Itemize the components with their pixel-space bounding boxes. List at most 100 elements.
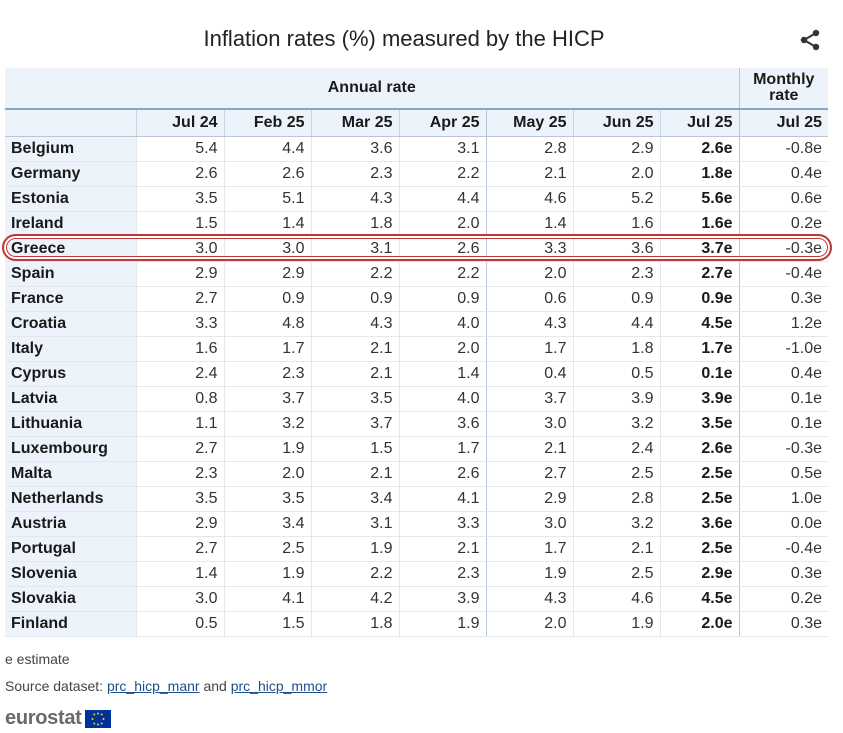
hicp-table: Annual rate Monthly rate Jul 24 Feb 25 Mar… — [5, 68, 829, 637]
country-name: Lithuania — [5, 411, 136, 437]
column-header-2: Mar 25 — [310, 109, 399, 137]
table-cell: 2.2 — [398, 161, 486, 187]
table-cell: 3.5 — [135, 486, 224, 512]
country-name: Spain — [5, 261, 136, 287]
country-name: Portugal — [5, 536, 136, 562]
table-cell: 2.0 — [485, 611, 573, 637]
table-cell: 1.8 — [572, 336, 660, 362]
table-cell: 4.3 — [310, 311, 399, 337]
table-row: Austria 2.9 3.4 3.1 3.3 3.0 3.2 3.6e 0.0e — [5, 511, 829, 537]
table-cell: 1.8 — [310, 211, 399, 237]
table-cell: 3.1 — [310, 511, 399, 537]
table-cell: 5.6e — [659, 186, 740, 212]
table-cell: 3.3 — [398, 511, 486, 537]
table-cell: 4.6 — [572, 586, 660, 612]
table-cell: 2.2 — [398, 261, 486, 287]
table-cell: 2.3 — [398, 561, 486, 587]
table-cell: 1.7 — [398, 436, 486, 462]
table-cell: 1.8e — [659, 161, 740, 187]
table-row: Latvia 0.8 3.7 3.5 4.0 3.7 3.9 3.9e 0.1e — [5, 386, 829, 412]
country-name: Austria — [5, 511, 136, 537]
table-cell: 2.0 — [223, 461, 311, 487]
table-cell: 2.2 — [310, 561, 399, 587]
table-cell: 2.5e — [659, 486, 740, 512]
table-cell: 2.6e — [659, 136, 740, 162]
table-cell: 3.0 — [135, 586, 224, 612]
table-cell: 3.6 — [310, 136, 399, 162]
table-cell: 3.9 — [398, 586, 486, 612]
column-header-1: Feb 25 — [223, 109, 311, 137]
country-name: Slovenia — [5, 561, 136, 587]
table-cell: 3.1 — [398, 136, 486, 162]
table-cell: 2.0 — [398, 336, 486, 362]
footnote: e estimate — [5, 651, 70, 667]
table-cell: 0.6 — [485, 286, 573, 312]
table-cell: 3.5 — [223, 486, 311, 512]
table-cell: 0.9e — [659, 286, 740, 312]
table-cell: 2.4 — [135, 361, 224, 387]
table-cell: -0.3e — [738, 236, 829, 262]
table-cell: -1.0e — [738, 336, 829, 362]
table-row: Luxembourg 2.7 1.9 1.5 1.7 2.1 2.4 2.6e -0.3e — [5, 436, 829, 462]
country-name: Germany — [5, 161, 136, 187]
table-cell: 1.1 — [135, 411, 224, 437]
table-cell: 0.5e — [738, 461, 829, 487]
table-cell: 3.2 — [223, 411, 311, 437]
table-row: Slovakia 3.0 4.1 4.2 3.9 4.3 4.6 4.5e 0.2e — [5, 586, 829, 612]
table-cell: 0.6e — [738, 186, 829, 212]
table-cell: 0.3e — [738, 561, 829, 587]
source-link-manr[interactable]: prc_hicp_manr — [106, 678, 200, 694]
table-cell: 0.9 — [572, 286, 660, 312]
table-cell: 3.7e — [659, 236, 740, 262]
table-cell: 2.9 — [135, 511, 224, 537]
country-name: Ireland — [5, 211, 136, 237]
source-link-mmor[interactable]: prc_hicp_mmor — [230, 678, 328, 694]
column-header-6: Jul 25 — [659, 109, 740, 137]
table-cell: 1.9 — [223, 436, 311, 462]
table-cell: 2.6 — [398, 236, 486, 262]
table-cell: 4.3 — [310, 186, 399, 212]
table-cell: 3.0 — [223, 236, 311, 262]
table-row: Malta 2.3 2.0 2.1 2.6 2.7 2.5 2.5e 0.5e — [5, 461, 829, 487]
table-cell: 1.7 — [223, 336, 311, 362]
table-cell: 3.2 — [572, 411, 660, 437]
country-name: Netherlands — [5, 486, 136, 512]
table-cell: 2.5e — [659, 536, 740, 562]
table-cell: 4.4 — [572, 311, 660, 337]
monthly-label-line2: rate — [769, 87, 799, 104]
table-row: Finland 0.5 1.5 1.8 1.9 2.0 1.9 2.0e 0.3e — [5, 611, 829, 637]
country-column-header — [5, 109, 136, 137]
table-cell: 1.6e — [659, 211, 740, 237]
annual-rate-header: Annual rate — [5, 68, 740, 110]
table-cell: 4.4 — [223, 136, 311, 162]
table-cell: 2.8 — [572, 486, 660, 512]
table-cell: 0.9 — [223, 286, 311, 312]
column-header-7: Jul 25 — [738, 109, 829, 137]
table-cell: 3.7 — [223, 386, 311, 412]
table-cell: 3.7 — [310, 411, 399, 437]
table-cell: 0.2e — [738, 211, 829, 237]
table-cell: 1.9 — [485, 561, 573, 587]
table-cell: 1.7e — [659, 336, 740, 362]
table-cell: 1.4 — [398, 361, 486, 387]
logo-text: eurostat — [5, 707, 82, 729]
table-cell: 0.0e — [738, 511, 829, 537]
annual-rate-label: Annual rate — [327, 79, 416, 96]
share-icon[interactable] — [798, 28, 822, 52]
source-middle: and — [199, 678, 231, 694]
table-cell: 4.4 — [398, 186, 486, 212]
table-cell: 3.5 — [135, 186, 224, 212]
table-cell: 2.6 — [135, 161, 224, 187]
table-cell: 2.7 — [135, 436, 224, 462]
table-cell: 1.9 — [572, 611, 660, 637]
table-cell: 2.5 — [572, 561, 660, 587]
table-row: Portugal 2.7 2.5 1.9 2.1 1.7 2.1 2.5e -0.4e — [5, 536, 829, 562]
table-cell: 1.4 — [223, 211, 311, 237]
table-cell: 3.3 — [485, 236, 573, 262]
table-cell: 3.9e — [659, 386, 740, 412]
table-cell: 2.7 — [135, 286, 224, 312]
table-cell: 0.8 — [135, 386, 224, 412]
table-cell: 4.0 — [398, 386, 486, 412]
table-cell: 2.9 — [135, 261, 224, 287]
table-cell: 2.9 — [572, 136, 660, 162]
